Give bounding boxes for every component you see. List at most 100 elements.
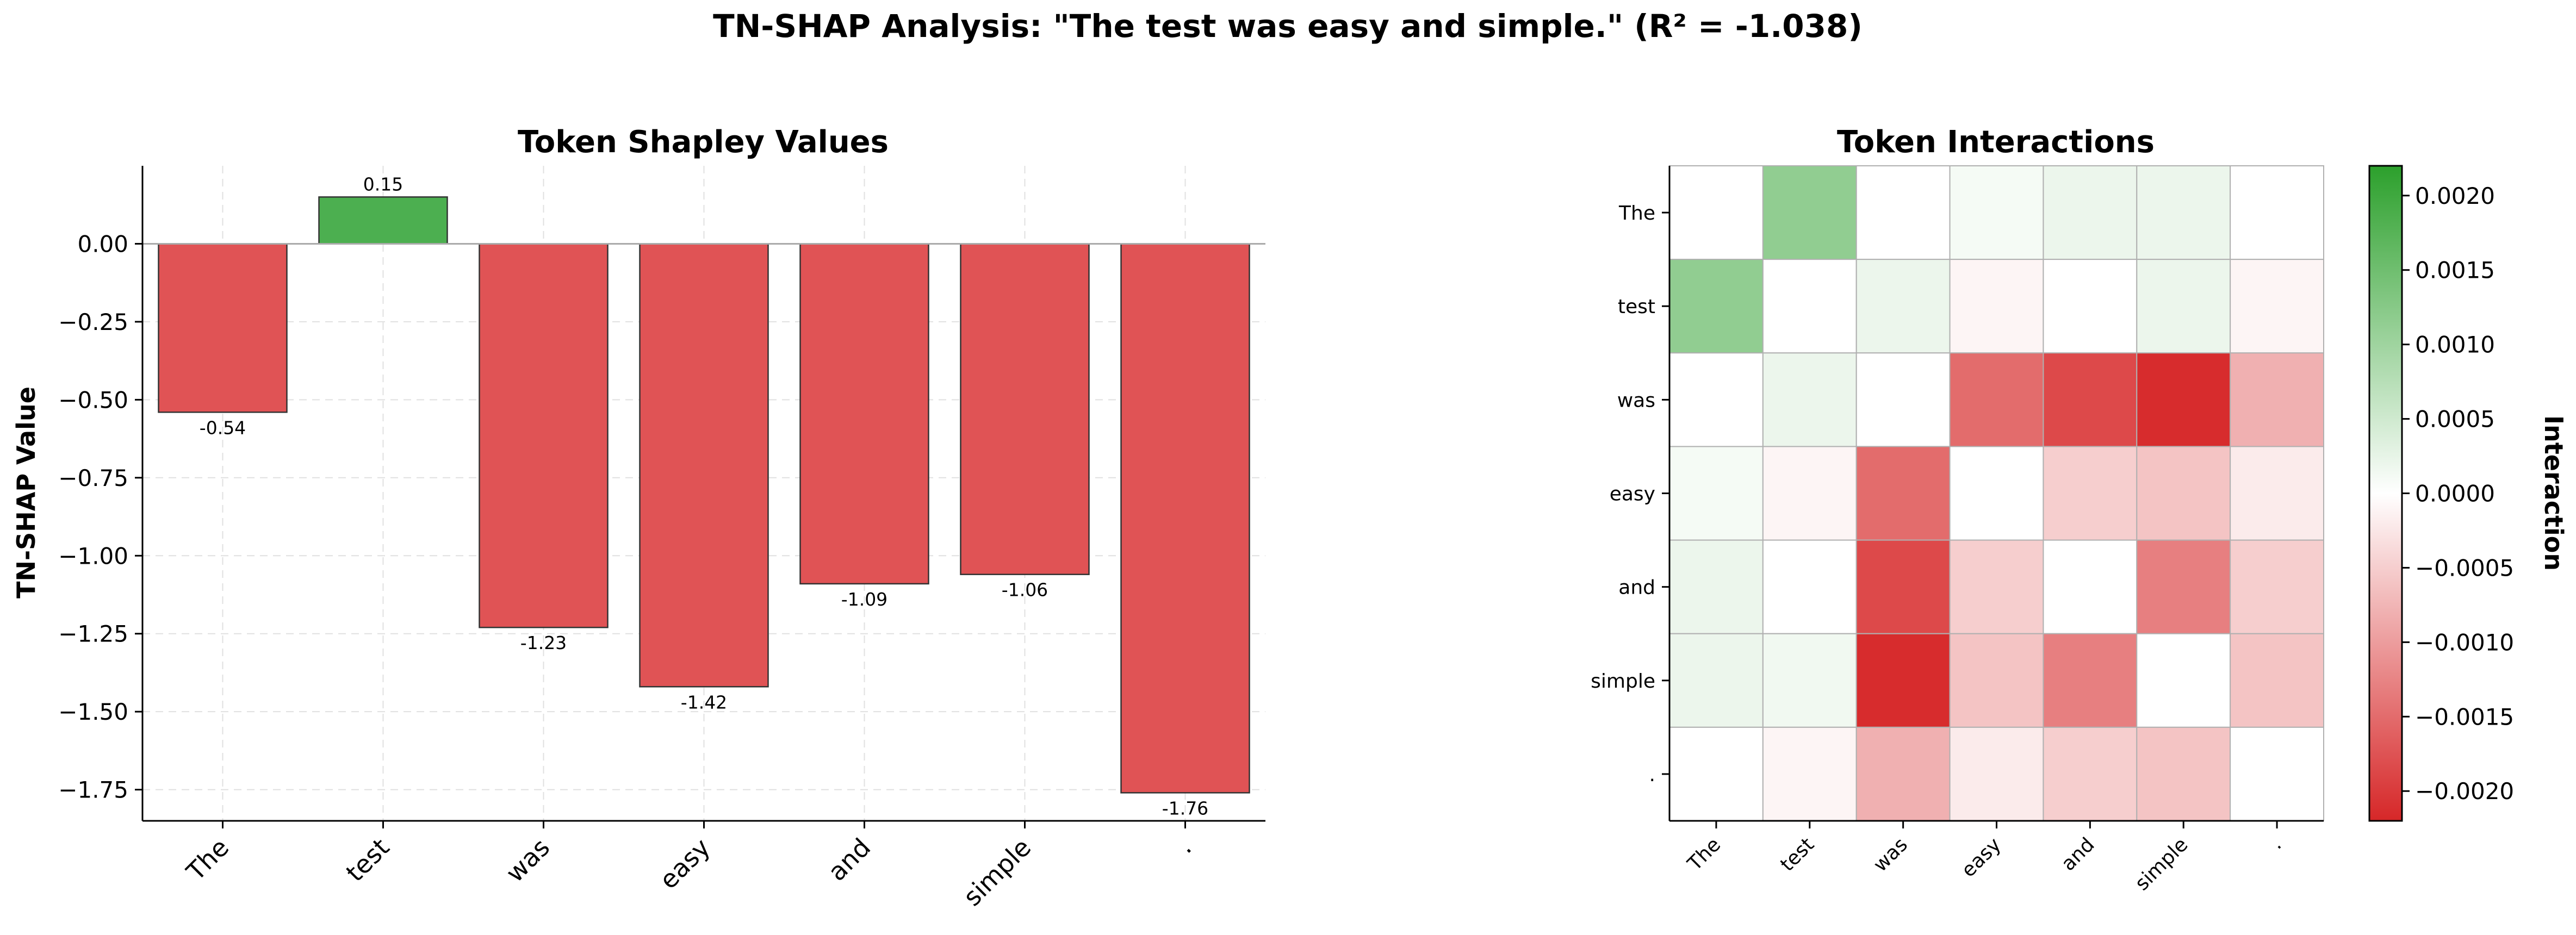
heatmap-y-label: was [1617,389,1655,412]
heatmap-cell [1855,539,1951,634]
bar-2 [318,196,448,245]
heatmap-cell [1762,352,1857,447]
figure-suptitle: TN-SHAP Analysis: "The test was easy and… [713,8,1863,45]
heatmap-cell [1762,633,1857,728]
heatmap-cell [2136,165,2231,260]
heatmap-cell [2043,726,2138,822]
heatmap-cell [2230,539,2325,634]
bar-x-tick-label: simple [958,833,1037,912]
heatmap-title: Token Interactions [1837,124,2155,160]
bar-4 [639,243,769,688]
colorbar-tick-label: 0.0000 [2415,481,2495,507]
colorbar-tick-label: 0.0010 [2415,332,2495,358]
bar-value-label: -1.23 [520,632,567,653]
heatmap-cell [2230,726,2325,822]
bar-1 [158,243,288,413]
bar-value-label: -1.06 [1002,579,1048,601]
bar-y-tick-label: −0.75 [58,465,128,491]
heatmap-cell [1949,352,2044,447]
bar-x-tick-label: The [181,833,234,887]
heatmap-cell [2043,259,2138,354]
heatmap-cell [2230,165,2325,260]
bar-marks: -0.54 0.15 -1.23 -1.42 -1.09 -1.06 -1.76 [142,173,1265,819]
bar-value-label: -1.09 [841,589,887,610]
heatmap-cell [1855,259,1951,354]
heatmap-cell [2136,633,2231,728]
heatmap-x-label: The [1683,833,1725,875]
heatmap-cell [1762,539,1857,634]
heatmap-cell [1949,446,2044,541]
bar-y-tick-label: −1.75 [58,777,128,803]
colorbar-tick-label: 0.0020 [2415,183,2495,209]
bar-y-tick-label: 0.00 [77,230,128,257]
heatmap-cell [2043,352,2138,447]
bar-x-tick-label: was [500,833,556,888]
heatmap-x-label: and [2057,833,2099,875]
heatmap-cell [1669,165,1764,260]
heatmap-y-label: simple [1591,670,1655,693]
bar-value-label: 0.15 [363,173,403,195]
colorbar-gradient [2368,165,2403,822]
heatmap-cell [1762,446,1857,541]
bar-6 [960,243,1090,575]
colorbar-tick-label: −0.0010 [2415,629,2514,656]
heatmap-cell [2230,352,2325,447]
bar-value-label: -0.54 [200,417,246,438]
heatmap-cell [1855,633,1951,728]
colorbar-tick-label: −0.0020 [2415,778,2514,805]
bar-y-tick-label: −1.25 [58,621,128,647]
bar-chart-ylabel: TN-SHAP Value [11,387,41,599]
heatmap-cell [2136,259,2231,354]
bar-3 [479,243,609,628]
heatmap-y-label: The [1618,202,1655,225]
bar-7 [1120,243,1250,794]
heatmap-y-axis: The test was easy and simple. [1591,202,1669,786]
heatmap-cells [1669,165,2325,822]
heatmap-cell [1669,539,1764,634]
colorbar: 0.0020 0.0015 0.0010 0.0005 0.0000 −0.0005 −0.… [2368,165,2568,822]
heatmap-cell [1669,352,1764,447]
colorbar-label: Interaction [2539,415,2568,571]
heatmap-cell [2136,352,2231,447]
bar-chart-panel: Token Shapley Values TN-SHAP Value -0.54… [11,124,1265,912]
heatmap-cell [2136,446,2231,541]
bar-y-tick-label: −0.25 [58,309,128,335]
colorbar-tick-label: 0.0015 [2415,257,2495,284]
bar-value-label: -1.42 [681,691,727,713]
heatmap-x-label: simple [2131,833,2193,895]
heatmap-cell [1949,633,2044,728]
heatmap-cell [2230,446,2325,541]
bar-x-axis: The test was easy and simple. [181,821,1197,912]
heatmap-y-label: and [1618,577,1655,599]
heatmap-cell [1762,259,1857,354]
heatmap-cell [1855,726,1951,822]
heatmap-cell [2230,259,2325,354]
heatmap-panel: Token Interactions The test was easy and simp… [1591,124,2325,895]
heatmap-cell [1762,165,1857,260]
heatmap-cell [2136,726,2231,822]
bar-y-tick-label: −1.50 [58,699,128,725]
heatmap-x-label: was [1869,833,1912,876]
bar-chart-title: Token Shapley Values [518,124,889,160]
heatmap-cell [1949,165,2044,260]
heatmap-x-label: test [1776,833,1818,876]
colorbar-tick-label: −0.0005 [2415,554,2514,581]
bar-x-tick-label: . [1171,833,1197,859]
bar-x-tick-label: test [340,833,395,888]
heatmap-cell [2043,446,2138,541]
heatmap-y-label: . [1649,764,1655,786]
heatmap-cell [1669,633,1764,728]
heatmap-cell [1949,726,2044,822]
heatmap-cell [1855,352,1951,447]
heatmap-cell [2230,633,2325,728]
heatmap-cell [2136,539,2231,634]
heatmap-y-label: test [1618,296,1655,318]
heatmap-cell [2043,633,2138,728]
heatmap-cell [1669,446,1764,541]
bar-5 [799,243,929,585]
bar-x-tick-label: easy [654,833,716,895]
heatmap-cell [1949,259,2044,354]
heatmap-cell [1762,726,1857,822]
heatmap-cell [1949,539,2044,634]
